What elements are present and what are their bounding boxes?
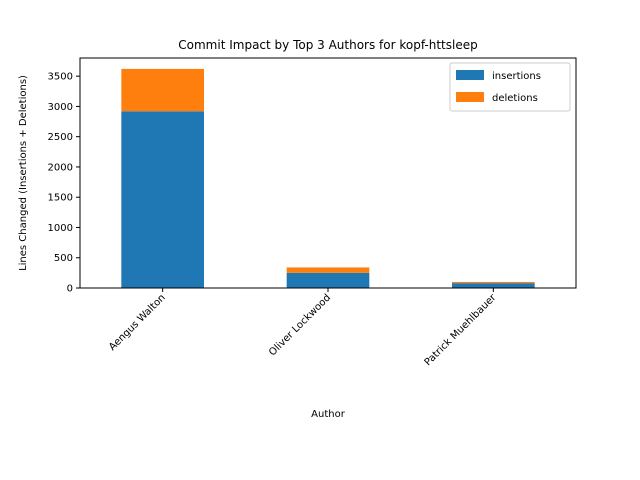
legend-swatch-deletions [456, 92, 484, 102]
chart-title: Commit Impact by Top 3 Authors for kopf-… [178, 38, 477, 52]
legend: insertions deletions [449, 62, 571, 112]
bar-deletions-2 [452, 281, 535, 284]
x-axis: Aengus Walton Oliver Lockwood Patrick Mueh… [107, 288, 499, 368]
x-tick-label: Oliver Lockwood [267, 292, 333, 358]
y-axis-label: Lines Changed (Insertions + Deletions) [18, 75, 29, 271]
bar-deletions-1 [286, 267, 370, 273]
y-tick-label: 1000 [48, 223, 73, 234]
plot-area [121, 68, 535, 289]
plot-frame [79, 57, 577, 289]
bar-insertions-1 [286, 272, 370, 288]
y-tick-label: 3500 [48, 72, 73, 83]
legend-label-deletions: deletions [492, 93, 538, 104]
bar-deletions-0 [121, 68, 204, 112]
y-tick-label: 2000 [48, 162, 73, 173]
y-tick-label: 1500 [48, 193, 73, 204]
bar-insertions-0 [121, 111, 204, 289]
y-tick-label: 2500 [48, 132, 73, 143]
bar-insertions-2 [452, 283, 535, 288]
x-tick-label: Patrick Muehlbauer [423, 292, 500, 369]
legend-label-insertions: insertions [492, 71, 541, 82]
legend-swatch-insertions [456, 70, 484, 80]
x-axis-label: Author [311, 409, 346, 420]
x-tick-label: Aengus Walton [107, 292, 168, 353]
y-tick-label: 3000 [48, 102, 73, 113]
y-tick-label: 500 [54, 253, 73, 264]
y-tick-label: 0 [67, 284, 73, 295]
y-axis: 0 500 1000 1500 2000 2500 3000 3500 [48, 72, 80, 295]
